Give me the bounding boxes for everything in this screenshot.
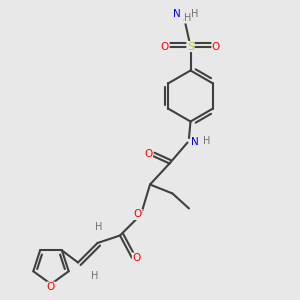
Text: H: H [203, 136, 211, 146]
Text: H: H [91, 271, 98, 281]
Text: H: H [191, 9, 199, 19]
Text: N: N [191, 137, 199, 148]
Text: O: O [161, 41, 169, 52]
Text: S: S [187, 41, 194, 52]
Text: H: H [95, 222, 103, 232]
Text: O: O [144, 149, 153, 160]
Text: O: O [212, 41, 220, 52]
Text: O: O [47, 282, 55, 292]
Text: N: N [173, 9, 181, 19]
Text: O: O [132, 253, 141, 263]
Text: H: H [184, 13, 191, 23]
Text: O: O [134, 209, 142, 220]
